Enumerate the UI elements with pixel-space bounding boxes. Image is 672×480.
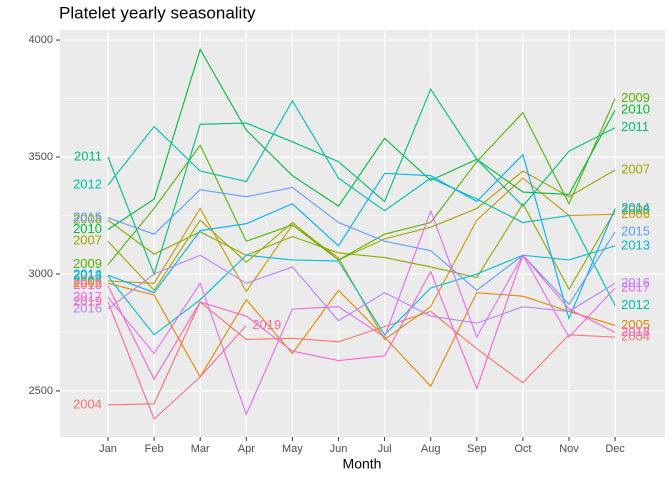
series-label-left: 2004	[73, 396, 102, 411]
series-line	[107, 48, 616, 230]
series-line	[107, 282, 616, 388]
series-label-right: 2010	[621, 102, 650, 117]
series-label-left: 2012	[73, 177, 102, 192]
series-label-left: 2013	[73, 268, 102, 283]
x-tick-label: Dec	[605, 443, 625, 455]
series-line	[107, 301, 616, 406]
x-tick-label: Sep	[467, 443, 487, 455]
series-label-right: 2012	[621, 297, 650, 312]
series-line	[107, 98, 616, 265]
x-tick-label: Mar	[191, 443, 210, 455]
series-label-left: 2010	[73, 221, 102, 236]
series-label-right: 2015	[621, 223, 650, 238]
series-label-left: 2011	[74, 148, 102, 163]
y-tick-label: 4000	[29, 34, 53, 46]
series-line	[107, 169, 616, 292]
series-label-right: 2014	[621, 200, 650, 215]
series-label-right: 2016	[621, 275, 650, 290]
x-tick-label: Jan	[99, 443, 117, 455]
chart-title: Platelet yearly seasonality	[59, 3, 256, 22]
series-line	[107, 153, 616, 321]
x-tick-label: Aug	[421, 443, 441, 455]
y-tick-label: 2500	[29, 385, 53, 397]
series-label-left: 2014	[73, 267, 102, 282]
series-line	[107, 202, 616, 291]
x-tick-label: Oct	[514, 443, 531, 455]
series-label-left: 2008	[73, 212, 102, 227]
series-label-right: 2011	[621, 119, 649, 134]
series-label-right: 2008	[621, 202, 650, 217]
series-label-right: 2017	[621, 279, 650, 294]
x-tick-label: Feb	[145, 443, 164, 455]
series-label-left: 2018	[73, 277, 102, 292]
x-tick-label: Apr	[238, 443, 255, 455]
series-label-left: 2009	[73, 256, 102, 271]
series-label-left: 2007	[73, 233, 102, 248]
series-label-right: 2019	[252, 317, 281, 332]
series-label-right: 2007	[621, 161, 650, 176]
series-label-left: 2016	[73, 300, 102, 315]
series-label-right: 2013	[621, 237, 650, 252]
x-tick-label: Nov	[559, 443, 579, 455]
series-line	[107, 254, 616, 391]
x-tick-label: Jun	[330, 443, 348, 455]
x-axis-label: Month	[343, 456, 382, 472]
y-tick-label: 3500	[29, 151, 53, 163]
series-label-left: 2006	[73, 272, 102, 287]
series-label-left: 2005	[73, 275, 102, 290]
panel	[60, 30, 665, 437]
series-label-left: 2019	[73, 293, 102, 308]
series-label-left: 2017	[73, 289, 102, 304]
x-tick-label: Jul	[378, 443, 392, 455]
series-line	[107, 209, 616, 416]
series-line	[107, 301, 247, 420]
series-label-left: 2015	[73, 209, 102, 224]
series-label-right: 2004	[621, 329, 650, 344]
series-label-right: 2009	[621, 90, 650, 105]
series-line	[107, 254, 616, 324]
series-line	[107, 245, 616, 336]
series-line	[107, 99, 616, 306]
series-label-right: 2006	[621, 206, 650, 221]
series-label-right: 2005	[621, 317, 650, 332]
x-tick-label: May	[282, 443, 303, 455]
series-label-right: 2018	[621, 324, 650, 339]
series-line	[107, 88, 616, 276]
y-tick-label: 3000	[29, 268, 53, 280]
